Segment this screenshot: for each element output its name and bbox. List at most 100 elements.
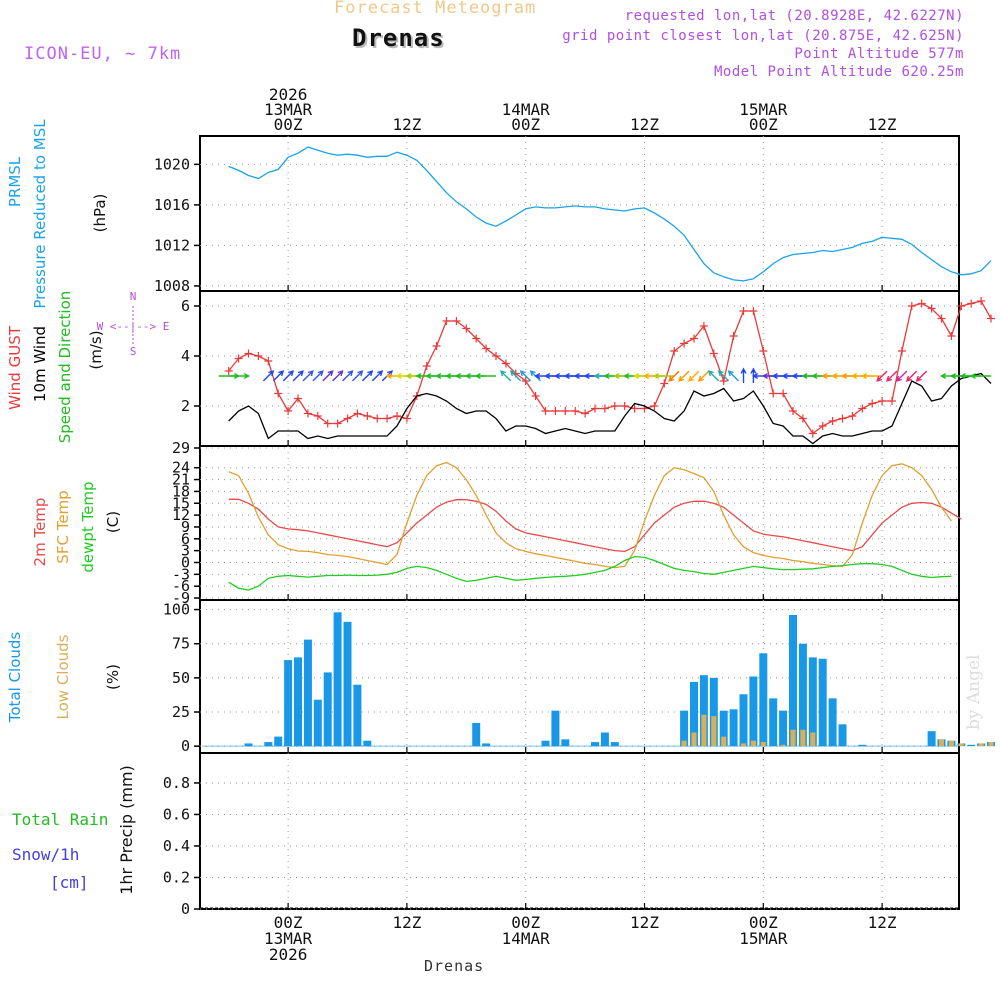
- cloud-bar-total: [798, 643, 807, 747]
- gust-marker: [828, 417, 837, 425]
- gust-marker: [937, 314, 946, 323]
- series-line-prmsl: [228, 146, 992, 282]
- axis-title-dewpt-temp: dewpt Temp: [79, 481, 97, 572]
- cloud-bar-total: [482, 743, 491, 747]
- y-tick-label: 100: [163, 601, 190, 619]
- gust-marker: [699, 322, 708, 330]
- y-tick-label: 29: [172, 439, 190, 457]
- y-tick-label: 6: [181, 297, 190, 315]
- model-altitude: Model Point Altitude 620.25m: [713, 64, 964, 80]
- gust-marker: [591, 404, 600, 413]
- axis-title-pressure: Pressure Reduced to MSL: [31, 119, 49, 309]
- cloud-bar-total: [769, 698, 778, 747]
- panel-1: 1008 1012 1016 1020: [154, 135, 992, 295]
- gust-marker: [581, 409, 590, 418]
- cloud-bar-total: [719, 710, 728, 747]
- cloud-bar-total: [303, 639, 312, 747]
- wind-arrow: [905, 370, 918, 382]
- gust-marker: [957, 302, 966, 310]
- cloud-bar-low: [721, 736, 727, 747]
- wind-arrow: [342, 370, 354, 382]
- gust-marker: [353, 409, 362, 418]
- time-label-top: 12Z: [392, 115, 421, 134]
- panel-2: 2 4 6: [181, 290, 996, 447]
- cloud-bar-low: [978, 743, 984, 747]
- y-tick-label: 15: [172, 494, 190, 512]
- wind-arrow: [668, 370, 680, 382]
- gust-marker: [234, 354, 243, 363]
- axis-title-wind: 10m Wind: [31, 326, 49, 402]
- cloud-bar-total: [610, 742, 619, 747]
- gust-marker: [660, 379, 669, 388]
- compass-south: S: [130, 345, 137, 358]
- y-tick-label: 12: [172, 506, 190, 524]
- time-label-top: 00Z: [274, 115, 303, 134]
- gust-marker: [729, 332, 738, 340]
- gust-marker: [254, 352, 263, 360]
- wind-arrow: [322, 370, 334, 382]
- gust-marker: [848, 412, 857, 420]
- gust-marker: [897, 347, 906, 355]
- gust-marker: [630, 404, 639, 413]
- gust-marker: [462, 324, 471, 333]
- axis-title-speed-direction: Speed and Direction: [56, 291, 74, 444]
- cloud-bar-total: [284, 660, 293, 747]
- time-label-bottom: 00Z: [274, 913, 303, 932]
- time-label-top: 13MAR: [264, 100, 313, 119]
- cloud-bar-low: [939, 739, 945, 747]
- wind-arrow: [969, 372, 992, 380]
- gust-marker: [670, 347, 679, 355]
- panel-frame: [199, 290, 960, 447]
- y-tick-label: 0: [181, 737, 190, 755]
- cloud-bar-total: [967, 744, 976, 747]
- cloud-bar-low: [741, 743, 747, 747]
- cloud-bar-total: [749, 676, 758, 747]
- wind-arrow: [352, 370, 364, 382]
- cloud-bar-total: [779, 710, 788, 747]
- gust-marker: [690, 334, 699, 343]
- wind-arrow: [312, 370, 324, 382]
- y-tick-label: 25: [172, 703, 190, 721]
- cloud-bar-total: [927, 731, 936, 747]
- cloud-bar-total: [541, 740, 550, 747]
- gust-marker: [789, 407, 798, 415]
- gust-marker: [571, 407, 580, 415]
- y-tick-label: 0.8: [163, 774, 190, 792]
- wind-arrow: [262, 370, 275, 382]
- axis-title-total-clouds: Total Clouds: [6, 632, 24, 724]
- wind-arrow: [860, 372, 883, 380]
- y-tick-label: -6: [172, 577, 190, 595]
- gust-marker: [482, 344, 491, 353]
- wind-arrow: [509, 370, 522, 382]
- gust-marker: [967, 299, 976, 308]
- cloud-bar-total: [353, 684, 362, 747]
- cloud-bar-total: [591, 742, 600, 747]
- gust-marker: [343, 414, 352, 423]
- axis-title-snow: Snow/1h: [12, 845, 79, 864]
- cloud-bar-total: [838, 724, 847, 747]
- gust-marker: [927, 304, 936, 313]
- gust-marker: [383, 414, 392, 423]
- cloud-bar-total: [561, 739, 570, 747]
- cloud-bar-total: [818, 658, 827, 747]
- y-tick-label: 1016: [154, 196, 190, 214]
- cloud-bar-total: [680, 710, 689, 747]
- gust-marker: [501, 359, 510, 368]
- time-label-bottom: 2026: [269, 945, 308, 964]
- gust-marker: [373, 414, 382, 423]
- time-label-bottom: 00Z: [749, 913, 778, 932]
- time-label-top: 15MAR: [739, 100, 788, 119]
- axis-unit-clouds: (%): [104, 664, 122, 690]
- time-label-top: 00Z: [511, 115, 540, 134]
- axis-title-total-rain: Total Rain: [12, 810, 108, 829]
- panel-5: 0 0.2 0.4 0.6 0.8: [163, 752, 960, 918]
- cloud-bar-low: [988, 742, 994, 747]
- gust-marker: [759, 347, 768, 355]
- y-tick-label: 75: [172, 635, 190, 653]
- axis-title-sfc-temp: SFC Temp: [54, 490, 72, 563]
- cloud-bar-total: [333, 612, 342, 747]
- cloud-bar-total: [313, 699, 322, 747]
- y-tick-label: 1008: [154, 277, 190, 295]
- y-tick-label: -9: [172, 589, 190, 607]
- axis-title-prmsl: PRMSL: [6, 156, 24, 207]
